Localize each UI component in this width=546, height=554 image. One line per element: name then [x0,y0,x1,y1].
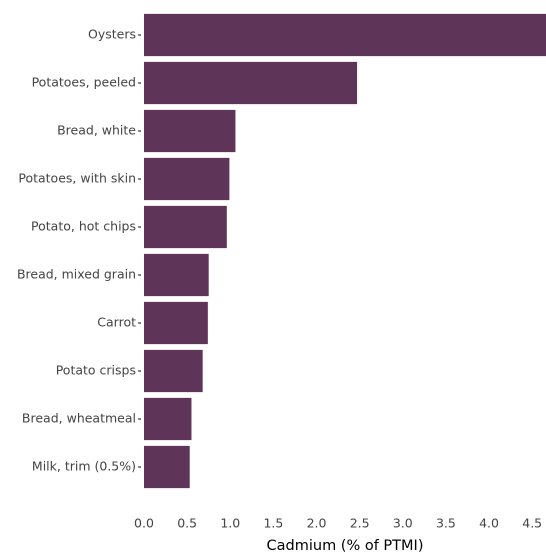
y-tick-label: Potato, hot chips [31,219,136,234]
y-tick-label: Potatoes, with skin [18,171,136,186]
y-tick-label: Bread, wheatmeal [22,411,136,426]
bar [144,205,227,249]
bar [144,301,208,345]
x-tick-label: 1.5 [263,516,283,531]
bar [144,349,203,393]
y-tick-label: Oysters [88,27,136,42]
y-tick-label: Bread, mixed grain [17,267,136,282]
x-tick-label: 2.0 [307,516,327,531]
bar [144,13,546,57]
y-tick-label: Potato crisps [56,363,136,378]
x-tick-label: 2.5 [350,516,370,531]
x-tick-label: 0.5 [177,516,197,531]
x-tick-label: 3.0 [393,516,413,531]
bar [144,445,190,489]
y-tick-label: Milk, trim (0.5%) [32,459,136,474]
bar [144,253,209,297]
x-tick-label: 1.0 [220,516,240,531]
bar [144,157,230,201]
x-tick-label: 3.5 [436,516,456,531]
y-tick-label: Bread, white [57,123,136,138]
bar [144,61,358,105]
bar [144,397,192,441]
y-tick-label: Carrot [97,315,136,330]
x-tick-label: 4.5 [522,516,542,531]
x-axis-title: Cadmium (% of PTMI) [267,538,424,554]
bar [144,109,236,153]
x-tick-label: 4.0 [479,516,499,531]
x-tick-label: 0.0 [134,516,154,531]
y-tick-label: Potatoes, peeled [32,75,136,90]
